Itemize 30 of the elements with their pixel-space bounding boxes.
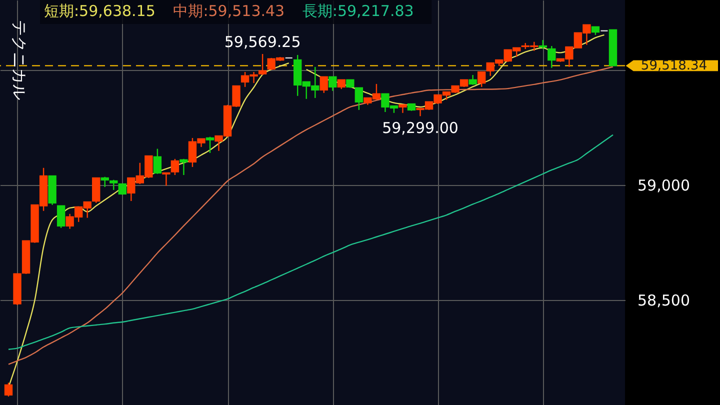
candlestick <box>328 76 337 92</box>
candlestick <box>100 176 109 188</box>
candlestick <box>320 76 328 94</box>
candlestick <box>56 205 66 229</box>
text: 長期:59,217.83 <box>302 2 414 20</box>
candlestick <box>258 53 267 76</box>
candlestick <box>162 172 170 186</box>
annotation: 59,299.00 <box>382 119 458 138</box>
candlestick <box>477 71 486 88</box>
candlestick <box>153 148 162 174</box>
candlestick <box>92 177 100 204</box>
candlestick <box>4 382 13 398</box>
candlestick <box>354 87 364 111</box>
annotation: テクニカル <box>10 20 29 100</box>
candlestick <box>118 183 126 196</box>
candlestick <box>170 158 180 176</box>
candlestick <box>110 179 118 191</box>
annotation: 59,569.25 <box>224 32 301 51</box>
line-series <box>8 134 614 350</box>
candlestick <box>468 74 477 86</box>
candlestick <box>337 79 346 90</box>
candlestick <box>180 158 188 176</box>
y-tick-label: 58,500 <box>638 291 690 310</box>
line-series <box>8 66 614 365</box>
y-tick-label: 59,000 <box>638 176 690 194</box>
ref-line-label: 59,518.34 <box>640 58 708 74</box>
text: 中期:59,513.43 <box>173 2 285 20</box>
candlestick <box>206 136 214 154</box>
candlestick <box>548 45 556 68</box>
text: 短期:59,638.15 <box>44 2 156 20</box>
